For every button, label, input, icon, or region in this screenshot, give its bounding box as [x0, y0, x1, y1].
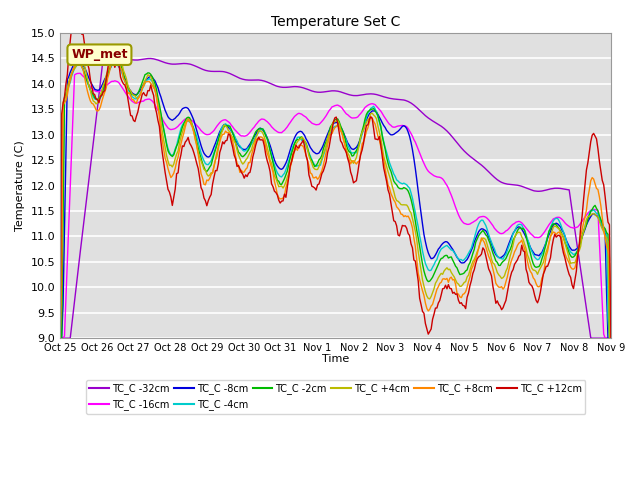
Text: WP_met: WP_met — [71, 48, 128, 61]
X-axis label: Time: Time — [322, 354, 349, 364]
Y-axis label: Temperature (C): Temperature (C) — [15, 140, 25, 231]
Title: Temperature Set C: Temperature Set C — [271, 15, 400, 29]
Legend: TC_C -32cm, TC_C -16cm, TC_C -8cm, TC_C -4cm, TC_C -2cm, TC_C +4cm, TC_C +8cm, T: TC_C -32cm, TC_C -16cm, TC_C -8cm, TC_C … — [86, 380, 586, 414]
